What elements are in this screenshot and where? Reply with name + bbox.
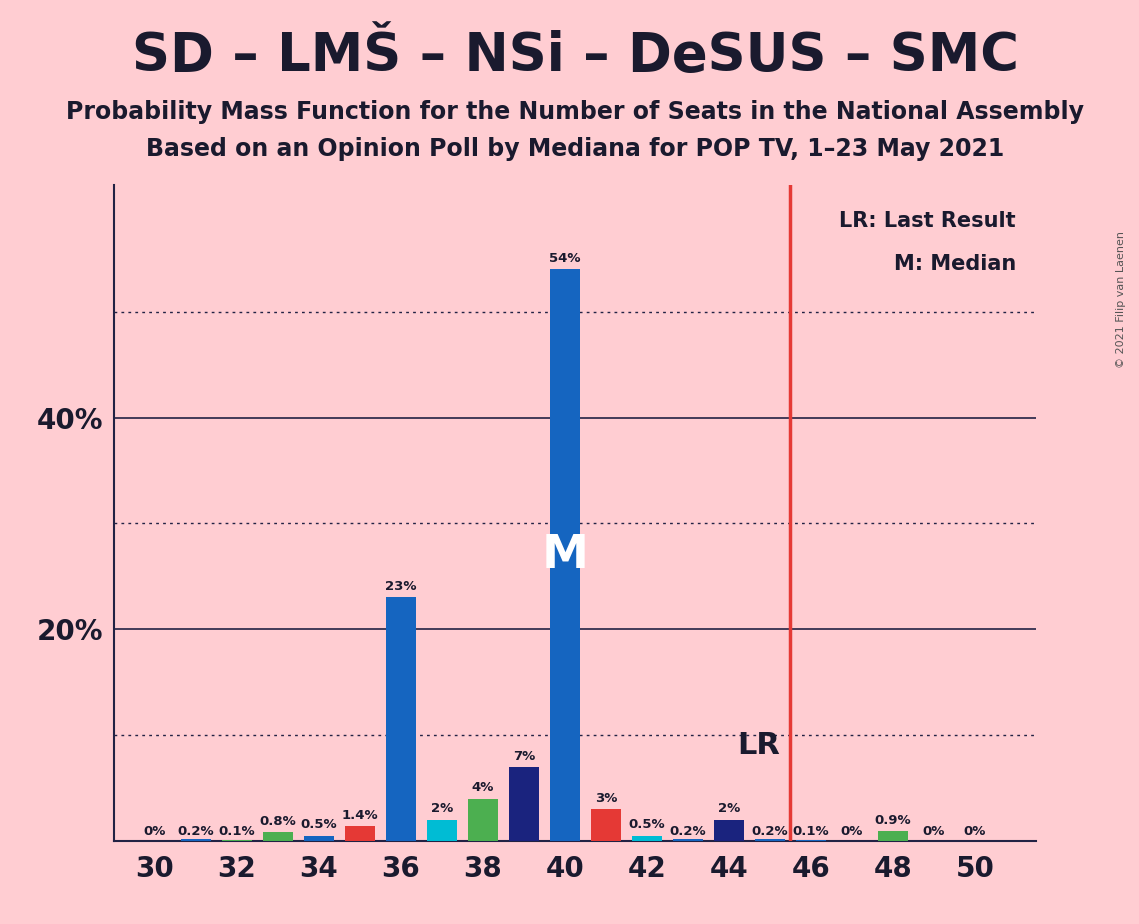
Text: 0.5%: 0.5%: [629, 819, 665, 832]
Bar: [468, 798, 499, 841]
Bar: [550, 270, 581, 841]
Bar: [632, 835, 663, 841]
Text: LR: LR: [737, 731, 780, 760]
Bar: [672, 839, 704, 841]
Text: 0.2%: 0.2%: [178, 824, 214, 838]
Bar: [878, 832, 909, 841]
Bar: [345, 826, 376, 841]
Text: SD – LMŠ – NSi – DeSUS – SMC: SD – LMŠ – NSi – DeSUS – SMC: [132, 30, 1018, 81]
Text: 2%: 2%: [718, 802, 740, 816]
Text: 54%: 54%: [549, 252, 581, 265]
Text: © 2021 Filip van Laenen: © 2021 Filip van Laenen: [1116, 231, 1125, 368]
Text: 4%: 4%: [472, 782, 494, 795]
Text: 7%: 7%: [513, 749, 535, 762]
Text: 0.8%: 0.8%: [260, 815, 296, 828]
Text: Based on an Opinion Poll by Mediana for POP TV, 1–23 May 2021: Based on an Opinion Poll by Mediana for …: [146, 137, 1005, 161]
Bar: [263, 833, 294, 841]
Text: 0.2%: 0.2%: [670, 824, 706, 838]
Text: M: Median: M: Median: [894, 253, 1016, 274]
Bar: [221, 840, 252, 841]
Text: M: M: [541, 532, 589, 578]
Text: 0.9%: 0.9%: [875, 814, 911, 827]
Bar: [714, 820, 745, 841]
Bar: [590, 809, 622, 841]
Bar: [508, 767, 540, 841]
Text: LR: Last Result: LR: Last Result: [839, 212, 1016, 231]
Text: 0%: 0%: [964, 824, 986, 838]
Text: 0%: 0%: [144, 824, 166, 838]
Text: 3%: 3%: [595, 792, 617, 805]
Text: 2%: 2%: [431, 802, 453, 816]
Text: 0%: 0%: [841, 824, 863, 838]
Bar: [755, 839, 786, 841]
Text: 0.2%: 0.2%: [752, 824, 788, 838]
Bar: [385, 598, 417, 841]
Text: 0.1%: 0.1%: [219, 824, 255, 838]
Text: 0.1%: 0.1%: [793, 824, 829, 838]
Bar: [181, 839, 212, 841]
Text: Probability Mass Function for the Number of Seats in the National Assembly: Probability Mass Function for the Number…: [66, 100, 1084, 124]
Text: 0.5%: 0.5%: [301, 819, 337, 832]
Text: 23%: 23%: [385, 580, 417, 593]
Bar: [795, 840, 827, 841]
Bar: [303, 835, 335, 841]
Text: 0%: 0%: [923, 824, 945, 838]
Text: 1.4%: 1.4%: [342, 808, 378, 821]
Bar: [427, 820, 458, 841]
